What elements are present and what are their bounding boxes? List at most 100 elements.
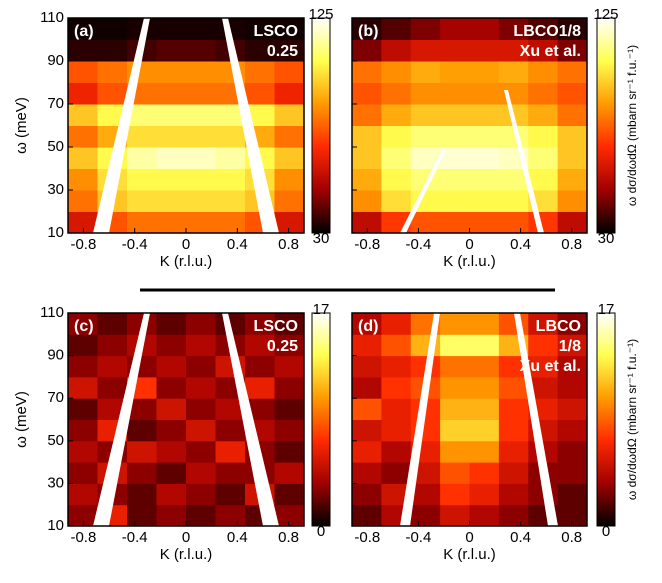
heatmap-cell [498, 398, 529, 420]
heatmap-cell [274, 483, 305, 506]
heatmap-cell [381, 419, 412, 442]
heatmap-cell [245, 398, 275, 420]
x-tick-label: -0.8 [354, 529, 380, 546]
heatmap-cell [156, 483, 187, 506]
heatmap-cell [557, 147, 588, 169]
heatmap-cell [557, 168, 588, 191]
heatmap-cell [498, 82, 529, 105]
heatmap-cell [469, 211, 500, 234]
heatmap-cell [68, 462, 98, 484]
x-tick-label: 0.4 [227, 529, 248, 546]
heatmap-cell [498, 39, 529, 62]
heatmap-cell [498, 376, 529, 399]
heatmap-cell [469, 82, 500, 105]
heatmap-cell [352, 419, 382, 442]
heatmap-cell [156, 355, 187, 378]
heatmap-cell [68, 104, 98, 126]
heatmap-cell [274, 168, 305, 191]
heatmap-cell [381, 334, 412, 357]
x-tick-label: 0 [465, 236, 473, 253]
heatmap-cell [498, 190, 529, 212]
heatmap-cell [381, 462, 412, 484]
heatmap-cell [274, 18, 305, 40]
heatmap-cell [352, 104, 382, 126]
heatmap-cell [498, 504, 529, 527]
heatmap-cell [410, 483, 441, 506]
heatmap-cell [156, 419, 187, 442]
heatmap-cell [557, 61, 588, 83]
heatmap-cell [156, 125, 187, 148]
heatmap-cell [186, 39, 216, 62]
colorbar-label: ω dσ/dωdΩ (mbarn sr⁻¹ f.u.⁻¹) [625, 45, 639, 206]
x-tick-label: 0 [465, 529, 473, 546]
heatmap-cell [352, 18, 382, 40]
heatmap-cell [97, 61, 128, 83]
x-tick-label: 0.8 [561, 236, 582, 253]
y-tick-label: 10 [47, 517, 64, 534]
heatmap-cell [410, 104, 441, 126]
heatmap-cell [274, 376, 305, 399]
heatmap-cell [97, 82, 128, 105]
heatmap-cell [97, 313, 128, 335]
heatmap-cell [68, 190, 98, 212]
heatmap-cell [528, 168, 559, 191]
heatmap-cell [528, 334, 559, 357]
mask [222, 313, 279, 526]
heatmap-cell [186, 211, 216, 234]
heatmap-cell [381, 82, 412, 105]
heatmap-cell [352, 147, 382, 169]
heatmap-cell [186, 355, 216, 378]
colorbar-tick-label: 125 [308, 6, 333, 23]
heatmap-cell [186, 483, 216, 506]
panel-label: (b) [358, 23, 378, 40]
heatmap-cell [469, 61, 500, 83]
heatmap-cell [156, 61, 187, 83]
heatmap-cell [557, 39, 588, 62]
heatmap-cell [440, 104, 470, 126]
heatmap-cell [215, 168, 246, 191]
y-tick-label: 70 [47, 95, 64, 112]
heatmap-cell [274, 504, 305, 527]
heatmap-cell [352, 39, 382, 62]
heatmap-cell [68, 147, 98, 169]
heatmap-cell [440, 419, 470, 442]
heatmap-cell [440, 61, 470, 83]
x-tick-label: -0.4 [122, 529, 148, 546]
heatmap-cell [127, 190, 157, 212]
heatmap-cell [557, 313, 588, 335]
y-tick-label: 110 [40, 304, 64, 321]
heatmap-cell [557, 18, 588, 40]
heatmap-cell [557, 190, 588, 212]
heatmap-cell [469, 462, 500, 484]
x-tick-label: -0.8 [70, 236, 96, 253]
heatmap-cell [274, 313, 305, 335]
heatmap-cell [186, 104, 216, 126]
y-tick-label: 30 [47, 474, 64, 491]
heatmap-cell [557, 211, 588, 234]
colorbar-tick-label: 30 [313, 230, 330, 247]
heatmap-cell [156, 39, 187, 62]
heatmap-cell [469, 313, 500, 335]
heatmap-cell [245, 18, 275, 40]
heatmap-cell [352, 190, 382, 212]
heatmap-cell [127, 483, 157, 506]
heatmap-cell [68, 376, 98, 399]
heatmap-cell [127, 125, 157, 148]
heatmap-cell [557, 376, 588, 399]
heatmap-cell [215, 104, 246, 126]
colorbar [311, 312, 331, 527]
heatmap-cell [68, 18, 98, 40]
mask [93, 18, 150, 233]
heatmap-cell [215, 398, 246, 420]
heatmap-cell [127, 168, 157, 191]
x-tick-label: -0.4 [405, 529, 431, 546]
heatmap-cell [352, 440, 382, 463]
mask [93, 313, 150, 526]
heatmap-cell [97, 376, 128, 399]
heatmap-cell [528, 61, 559, 83]
heatmap-cell [68, 61, 98, 83]
heatmap-cell [156, 334, 187, 357]
mask [222, 18, 279, 233]
colorbar-tick-label: 0 [317, 523, 325, 540]
